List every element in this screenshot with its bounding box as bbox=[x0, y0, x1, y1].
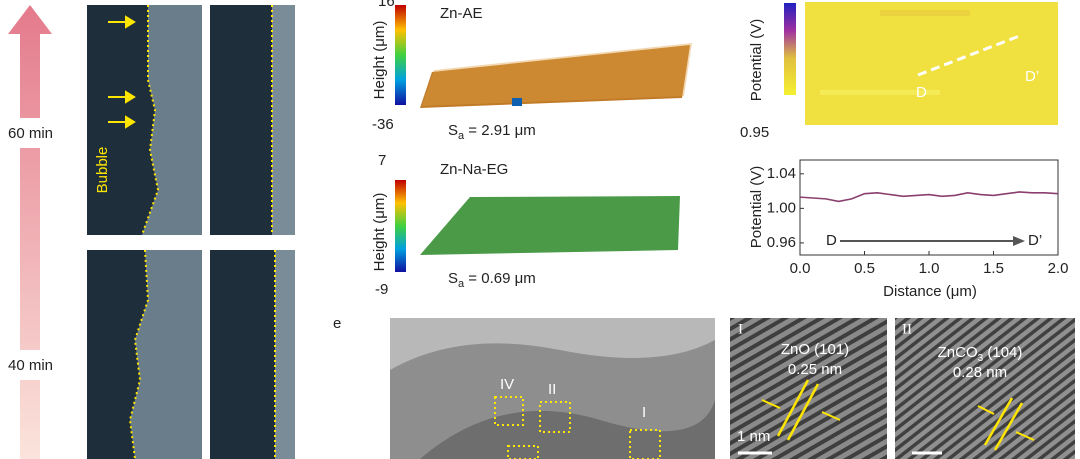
scale-bar-label: 1 nm bbox=[737, 428, 770, 445]
panel-letter: e bbox=[333, 315, 341, 332]
tem-image bbox=[390, 318, 715, 459]
roughness-value: = 2.91 μm bbox=[464, 122, 536, 139]
image-label: II bbox=[902, 321, 912, 337]
y-axis-label: Potential (V) bbox=[748, 166, 765, 249]
point-label: D bbox=[916, 84, 927, 101]
image-label: I bbox=[738, 321, 743, 337]
time-label: 40 min bbox=[8, 357, 53, 374]
height-map-2 bbox=[395, 180, 680, 272]
roughness: Sa = 2.91 μm bbox=[448, 122, 536, 142]
bubble-label: Bubble bbox=[94, 147, 111, 194]
lattice-plane: ZnCO3 (104) bbox=[938, 344, 1023, 364]
y-tick-label: 1.04 bbox=[767, 165, 796, 182]
region-label: IV bbox=[500, 376, 514, 393]
data-line bbox=[799, 191, 1059, 203]
x-tick-label: 0.0 bbox=[790, 260, 811, 277]
colorbar-label: Height (μm) bbox=[371, 21, 388, 100]
lattice-spacing: 0.28 nm bbox=[953, 364, 1007, 381]
lattice-plane: ZnO (101) bbox=[781, 341, 849, 358]
arrow-start: D bbox=[826, 232, 837, 249]
x-axis-label: Distance (μm) bbox=[883, 283, 977, 300]
formula: ZnCO bbox=[938, 344, 978, 361]
sample-name: Zn-AE bbox=[440, 5, 483, 22]
arrow-head bbox=[1013, 236, 1025, 246]
time-label: 60 min bbox=[8, 125, 53, 142]
x-tick-label: 1.5 bbox=[983, 260, 1004, 277]
colorbar-label: Potential (V) bbox=[748, 19, 765, 102]
potential-map bbox=[784, 2, 1058, 125]
y-tick-label: 1.00 bbox=[767, 199, 796, 216]
sample-name: Zn-Na-EG bbox=[440, 161, 508, 178]
region-label: II bbox=[548, 381, 556, 398]
hrtem-image bbox=[730, 318, 887, 459]
y-tick-label: 0.96 bbox=[767, 234, 796, 251]
x-tick-label: 2.0 bbox=[1048, 260, 1069, 277]
plane-index: (104) bbox=[983, 344, 1022, 361]
x-tick-label: 1.0 bbox=[919, 260, 940, 277]
colorbar-label: Height (μm) bbox=[371, 193, 388, 272]
region-label: I bbox=[642, 404, 646, 421]
hrtem-image bbox=[895, 318, 1075, 459]
subscript: a bbox=[458, 130, 465, 142]
subscript: a bbox=[458, 278, 465, 290]
subscript: 3 bbox=[978, 353, 984, 364]
micrographs bbox=[87, 5, 295, 459]
colorbar-min: 0.95 bbox=[740, 124, 769, 141]
colorbar-max: 16 bbox=[378, 0, 395, 10]
height-map-1 bbox=[395, 5, 692, 108]
colorbar-max: 7 bbox=[378, 152, 386, 169]
arrow-end: D’ bbox=[1028, 232, 1042, 249]
lattice-spacing: 0.25 nm bbox=[788, 361, 842, 378]
line-chart: D D’ bbox=[799, 159, 1059, 256]
colorbar-min: -36 bbox=[372, 116, 394, 133]
time-arrow bbox=[6, 5, 56, 459]
symbol: S bbox=[448, 270, 458, 287]
colorbar-min: -9 bbox=[375, 281, 388, 298]
symbol: S bbox=[448, 122, 458, 139]
x-tick-label: 0.5 bbox=[854, 260, 875, 277]
roughness: Sa = 0.69 μm bbox=[448, 270, 536, 290]
roughness-value: = 0.69 μm bbox=[464, 270, 536, 287]
point-label: D’ bbox=[1025, 68, 1039, 85]
